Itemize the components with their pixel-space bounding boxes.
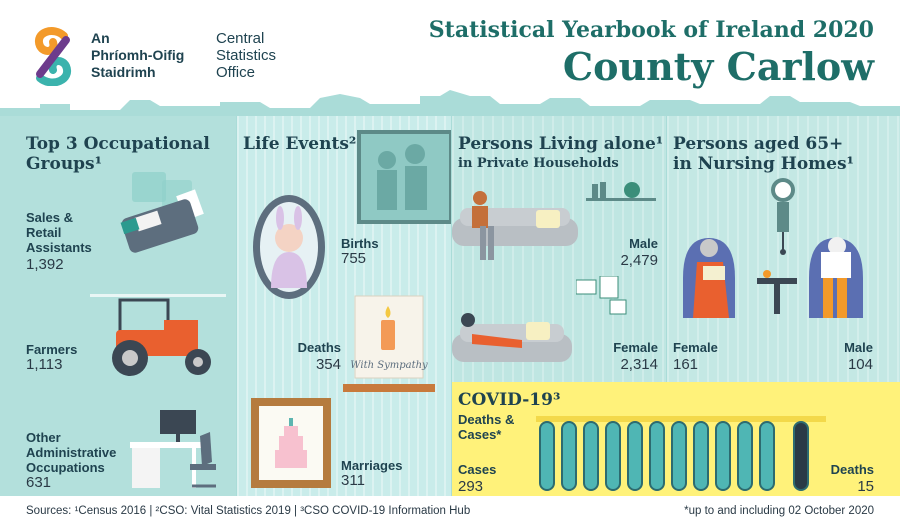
sources-text: Sources: ¹Census 2016 | ²CSO: Vital Stat…: [26, 505, 471, 517]
wall-pictures-icon: [576, 276, 627, 315]
footer: Sources: ¹Census 2016 | ²CSO: Vital Stat…: [0, 496, 900, 526]
logo-irish-text: An Phríomh-Oifig Staidrimh: [91, 30, 184, 81]
woman-on-sofa-icon: [452, 313, 572, 362]
covid-subtitle-line: Deaths &: [458, 412, 515, 427]
alone-male-value: 2,479: [620, 252, 658, 269]
logo-irish-line: Phríomh-Oifig: [91, 47, 185, 63]
living-alone-title: Persons Living alone¹: [458, 134, 664, 154]
admin-label: Other Administrative Occupations: [26, 430, 116, 475]
sales-value: 1,392: [26, 256, 64, 273]
occupational-title-line: Groups¹: [26, 154, 103, 174]
births-value: 755: [341, 250, 367, 267]
skyline-illustration: [0, 90, 900, 118]
man-on-sofa-icon: [452, 191, 578, 260]
farmers-value: 1,113: [26, 356, 63, 373]
cso-logo-icon: [34, 27, 72, 86]
nursing-title-line: Persons aged 65+: [673, 134, 844, 154]
logo-english-line: Statistics: [216, 47, 277, 64]
occupational-panel: Top 3 Occupational Groups¹ Sales & Retai…: [0, 116, 236, 496]
sales-label-line: Retail: [26, 225, 62, 240]
admin-label-line: Administrative: [26, 445, 117, 460]
tractor-icon: [90, 294, 226, 376]
covid-title: COVID-19³: [458, 390, 561, 410]
nursing-female-label: Female: [673, 340, 718, 355]
family-photo-icon: [357, 130, 451, 224]
sales-label-line: Assistants: [26, 240, 92, 255]
covid-panel: COVID-19³ Deaths & Cases* Cases 2: [452, 382, 900, 496]
admin-label-line: Occupations: [26, 460, 105, 475]
card-terminal-icon: [120, 172, 204, 253]
covid-subtitle-line: Cases*: [458, 427, 502, 442]
occupational-title: Top 3 Occupational Groups¹: [26, 134, 210, 174]
grandfather-clock-icon: [771, 178, 795, 255]
sales-label-line: Sales &: [26, 210, 73, 225]
cases-label: Cases: [458, 462, 497, 477]
logo-english-text: Central Statistics Office: [216, 30, 276, 81]
alone-female-value: 2,314: [620, 356, 658, 373]
covid-deaths-value: 15: [857, 478, 874, 495]
office-desk-icon: [130, 410, 216, 488]
footnote-text: *up to and including 02 October 2020: [684, 505, 874, 517]
logo-irish-line: Staidrimh: [91, 64, 156, 80]
life-events-panel: Life Events² Births 755 With Sympathy: [237, 116, 451, 496]
nursing-female-value: 161: [673, 356, 699, 373]
deaths-value: 354: [315, 356, 341, 373]
shelf-icon: [586, 182, 656, 201]
alone-female-label: Female: [613, 340, 658, 355]
births-label: Births: [341, 236, 379, 251]
nursing-title: Persons aged 65+ in Nursing Homes¹: [673, 134, 893, 174]
living-alone-subtitle: in Private Households: [458, 156, 619, 171]
marriages-label: Marriages: [341, 458, 403, 473]
header: An Phríomh-Oifig Staidrimh Central Stati…: [0, 0, 900, 118]
wedding-cake-frame-icon: [251, 398, 331, 488]
elderly-couple-icon: [683, 237, 863, 318]
logo-irish-line: An: [91, 30, 110, 46]
main-infographic: Top 3 Occupational Groups¹ Sales & Retai…: [0, 116, 900, 496]
card-text: With Sympathy: [350, 360, 428, 371]
sales-label: Sales & Retail Assistants: [26, 210, 92, 255]
occupational-title-line: Top 3 Occupational: [26, 134, 210, 154]
admin-label-line: Other: [26, 430, 61, 445]
logo-english-line: Central: [216, 30, 265, 47]
nursing-title-line: in Nursing Homes¹: [673, 154, 855, 174]
alone-male-label: Male: [629, 236, 658, 251]
deaths-label: Deaths: [297, 340, 341, 355]
admin-value: 631: [26, 474, 52, 491]
baby-mirror-icon: [253, 195, 325, 299]
logo-english-line: Office: [216, 64, 255, 81]
covid-subtitle: Deaths & Cases*: [458, 412, 514, 442]
nursing-male-label: Male: [844, 340, 873, 355]
test-tubes-icon: [536, 416, 826, 491]
sympathy-card-icon: With Sympathy: [343, 295, 435, 392]
life-events-title: Life Events²: [243, 134, 357, 154]
marriages-value: 311: [341, 472, 365, 489]
nursing-male-value: 104: [847, 356, 873, 373]
cases-value: 293: [458, 478, 484, 495]
county-title: County Carlow: [562, 44, 874, 89]
farmers-label: Farmers: [26, 342, 78, 357]
covid-deaths-label: Deaths: [830, 462, 874, 477]
yearbook-title: Statistical Yearbook of Ireland 2020: [428, 17, 874, 43]
